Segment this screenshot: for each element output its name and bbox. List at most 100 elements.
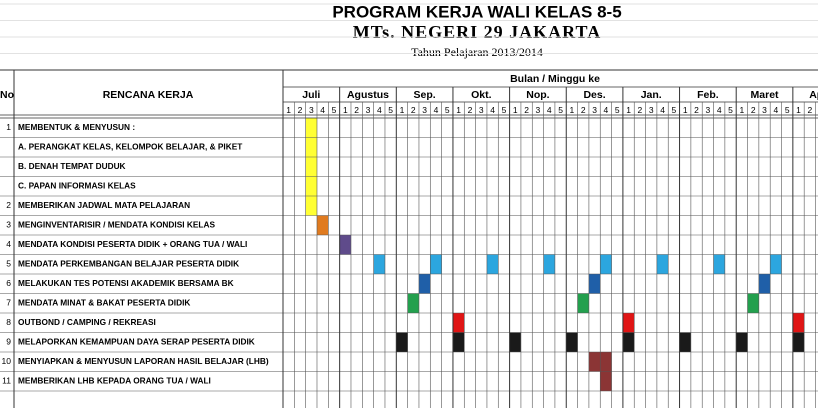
school: MTs. NEGERI 29 JAKARTA [353, 22, 601, 42]
week-number: 2 [694, 105, 699, 115]
week-number: 1 [739, 105, 744, 115]
month: Nop. [526, 89, 549, 101]
schedule-cell [543, 254, 555, 274]
schedule-cell [316, 215, 329, 235]
week-number: 5 [728, 105, 733, 115]
row-text: MENDATA MINAT & BAKAT PESERTA DIDIK [18, 297, 190, 307]
week-number: 5 [332, 105, 337, 115]
week-number: 4 [547, 105, 552, 115]
month: Agustus [347, 89, 389, 101]
month: Feb. [697, 89, 719, 101]
schedule-cell [600, 254, 612, 274]
week-number: 4 [490, 105, 495, 115]
schedule-cell [622, 332, 635, 352]
row-number: 3 [6, 220, 11, 230]
row-number: 4 [6, 239, 11, 249]
schedule-cell [452, 332, 465, 352]
schedule-cell [305, 157, 317, 177]
week-number: 2 [807, 105, 812, 115]
week-number: 4 [604, 105, 609, 115]
schedule-cell [566, 332, 578, 352]
month: Juli [302, 89, 320, 101]
week-number: 3 [536, 105, 541, 115]
col-header: Bulan / Minggu ke [510, 73, 600, 85]
schedule-cell [509, 332, 521, 352]
week-number: 3 [649, 105, 654, 115]
week-number: 4 [717, 105, 722, 115]
week-number: 2 [354, 105, 359, 115]
week-number: 4 [434, 105, 439, 115]
title: PROGRAM KERJA WALI KELAS 8-5 [332, 2, 621, 21]
week-number: 2 [468, 105, 473, 115]
schedule-cell [452, 313, 465, 333]
week-number: 3 [762, 105, 767, 115]
schedule-cell [600, 371, 612, 391]
week-number: 2 [638, 105, 643, 115]
row-text: MELAKUKAN TES POTENSI AKADEMIK BERSAMA B… [18, 278, 234, 288]
schedule-cell [373, 254, 385, 274]
schedule-cell [588, 352, 601, 372]
schedule-cell [407, 293, 419, 313]
schedule-cell [656, 254, 669, 274]
schedule-cell [758, 274, 771, 294]
schedule-cell [588, 274, 601, 294]
schedule-cell [339, 235, 351, 255]
week-number: 1 [570, 105, 575, 115]
week-number: 2 [581, 105, 586, 115]
week-number: 5 [388, 105, 393, 115]
col-header: RENCANA KERJA [103, 89, 194, 101]
schedule-cell [747, 293, 759, 313]
row-number: 5 [6, 259, 11, 269]
row-text: MENDATA KONDISI PESERTA DIDIK + ORANG TU… [18, 239, 247, 249]
row-text: MELAPORKAN KEMAMPUAN DAYA SERAP PESERTA … [18, 336, 255, 346]
schedule-cell [792, 313, 805, 333]
week-number: 3 [479, 105, 484, 115]
row-text: MEMBERIKAN LHB KEPADA ORANG TUA / WALI [18, 375, 211, 385]
row-text: MEMBERIKAN JADWAL MATA PELAJARAN [18, 200, 190, 210]
schedule-cell [305, 196, 317, 216]
schedule-cell [736, 332, 748, 352]
week-number: 3 [706, 105, 711, 115]
schedule-cell [713, 254, 725, 274]
schedule-cell [396, 332, 408, 352]
row-text: OUTBOND / CAMPING / REKREASI [18, 317, 156, 327]
week-number: 2 [411, 105, 416, 115]
week-number: 1 [513, 105, 518, 115]
week-number: 5 [615, 105, 620, 115]
row-text: MENDATA PERKEMBANGAN BELAJAR PESERTA DID… [18, 258, 239, 268]
schedule-cell [430, 254, 442, 274]
month: April [809, 89, 818, 101]
week-number: 2 [298, 105, 303, 115]
row-number: 7 [6, 298, 11, 308]
schedule-cell [622, 313, 635, 333]
week-number: 1 [286, 105, 291, 115]
row-text: MENGINVENTARISIR / MENDATA KONDISI KELAS [18, 219, 215, 229]
week-number: 4 [377, 105, 382, 115]
week-number: 1 [626, 105, 631, 115]
row-number: 6 [6, 278, 11, 288]
schedule-cell [305, 137, 317, 157]
week-number: 3 [366, 105, 371, 115]
week-number: 1 [683, 105, 688, 115]
week-number: 4 [773, 105, 778, 115]
month: Jan. [641, 89, 662, 101]
week-number: 3 [309, 105, 314, 115]
week-number: 1 [400, 105, 405, 115]
week-number: 2 [751, 105, 756, 115]
week-number: 4 [660, 105, 665, 115]
week-number: 1 [456, 105, 461, 115]
row-text: A. PERANGKAT KELAS, KELOMPOK BELAJAR, & … [18, 141, 242, 151]
week-number: 5 [785, 105, 790, 115]
row-text: B. DENAH TEMPAT DUDUK [18, 161, 126, 171]
schedule-cell [418, 274, 431, 294]
row-number: 2 [6, 200, 11, 210]
schedule-cell [486, 254, 499, 274]
week-number: 5 [502, 105, 507, 115]
schedule-cell [770, 254, 782, 274]
row-number: 11 [2, 376, 11, 386]
schedule-cell [577, 293, 589, 313]
week-number: 5 [672, 105, 677, 115]
row-number: 9 [6, 337, 11, 347]
week-number: 2 [524, 105, 529, 115]
